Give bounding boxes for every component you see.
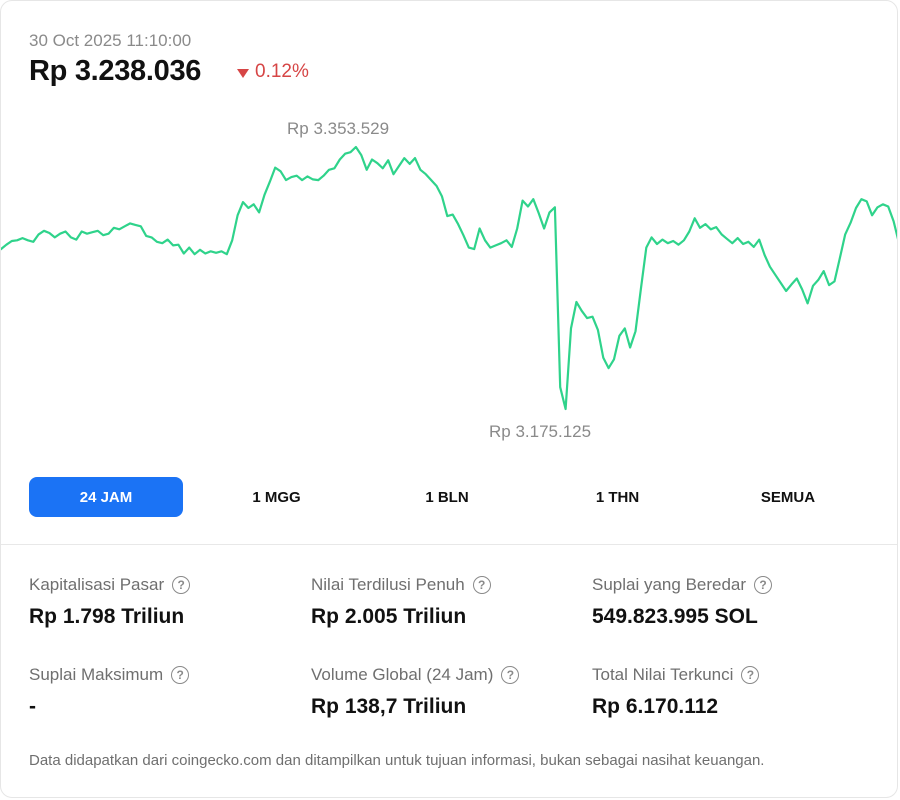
stat-value: - xyxy=(29,695,36,718)
stat-value: Rp 1.798 Triliun xyxy=(29,605,185,628)
help-icon[interactable]: ? xyxy=(741,666,760,684)
price-change-value: 0.12% xyxy=(255,61,309,82)
stat-value: Rp 2.005 Triliun xyxy=(311,605,467,628)
current-price: Rp 3.238.036 xyxy=(29,55,202,87)
disclaimer-text: Data didapatkan dari coingecko.com dan d… xyxy=(29,752,765,769)
range-button-1-thn[interactable]: 1 THN xyxy=(595,488,640,506)
range-button-1-mgg[interactable]: 1 MGG xyxy=(252,488,301,506)
stat-label: Nilai Terdilusi Penuh xyxy=(311,575,465,594)
stat-fully-diluted-value: Nilai Terdilusi Penuh? Rp 2.005 Triliun xyxy=(311,575,581,629)
chart-high-label: Rp 3.353.529 xyxy=(287,119,390,138)
time-range-selector: 24 JAM 1 MGG 1 BLN 1 THN SEMUA xyxy=(29,477,865,517)
section-divider xyxy=(1,544,897,545)
help-icon[interactable]: ? xyxy=(472,576,491,594)
stat-circulating-supply: Suplai yang Beredar? 549.823.995 SOL xyxy=(592,575,862,629)
chart-low-label: Rp 3.175.125 xyxy=(489,422,592,441)
range-button-24-jam[interactable]: 24 JAM xyxy=(29,477,183,517)
stat-label: Suplai yang Beredar xyxy=(592,575,747,594)
stat-market-cap: Kapitalisasi Pasar? Rp 1.798 Triliun xyxy=(29,575,299,629)
range-button-semua[interactable]: SEMUA xyxy=(760,488,816,506)
down-triangle-icon xyxy=(237,68,249,78)
range-button-1-bln[interactable]: 1 BLN xyxy=(425,488,469,506)
help-icon[interactable]: ? xyxy=(171,666,190,684)
stat-label: Total Nilai Terkunci xyxy=(592,665,734,684)
stat-value: Rp 138,7 Triliun xyxy=(311,695,467,718)
stat-label: Suplai Maksimum xyxy=(29,665,164,684)
stat-value: Rp 6.170.112 xyxy=(592,695,719,718)
stat-total-value-locked: Total Nilai Terkunci? Rp 6.170.112 xyxy=(592,665,862,719)
price-timestamp: 30 Oct 2025 11:10:00 xyxy=(29,31,192,50)
stat-value: 549.823.995 SOL xyxy=(592,605,758,628)
help-icon[interactable]: ? xyxy=(172,576,191,594)
help-icon[interactable]: ? xyxy=(501,666,520,684)
stat-max-supply: Suplai Maksimum? - xyxy=(29,665,299,719)
stat-global-volume: Volume Global (24 Jam)? Rp 138,7 Triliun xyxy=(311,665,581,719)
stat-label: Kapitalisasi Pasar xyxy=(29,575,165,594)
price-line-chart[interactable] xyxy=(1,111,898,431)
price-line-series xyxy=(1,145,897,411)
price-change: 0.12% xyxy=(237,61,309,83)
stat-label: Volume Global (24 Jam) xyxy=(311,665,494,684)
help-icon[interactable]: ? xyxy=(754,576,773,594)
